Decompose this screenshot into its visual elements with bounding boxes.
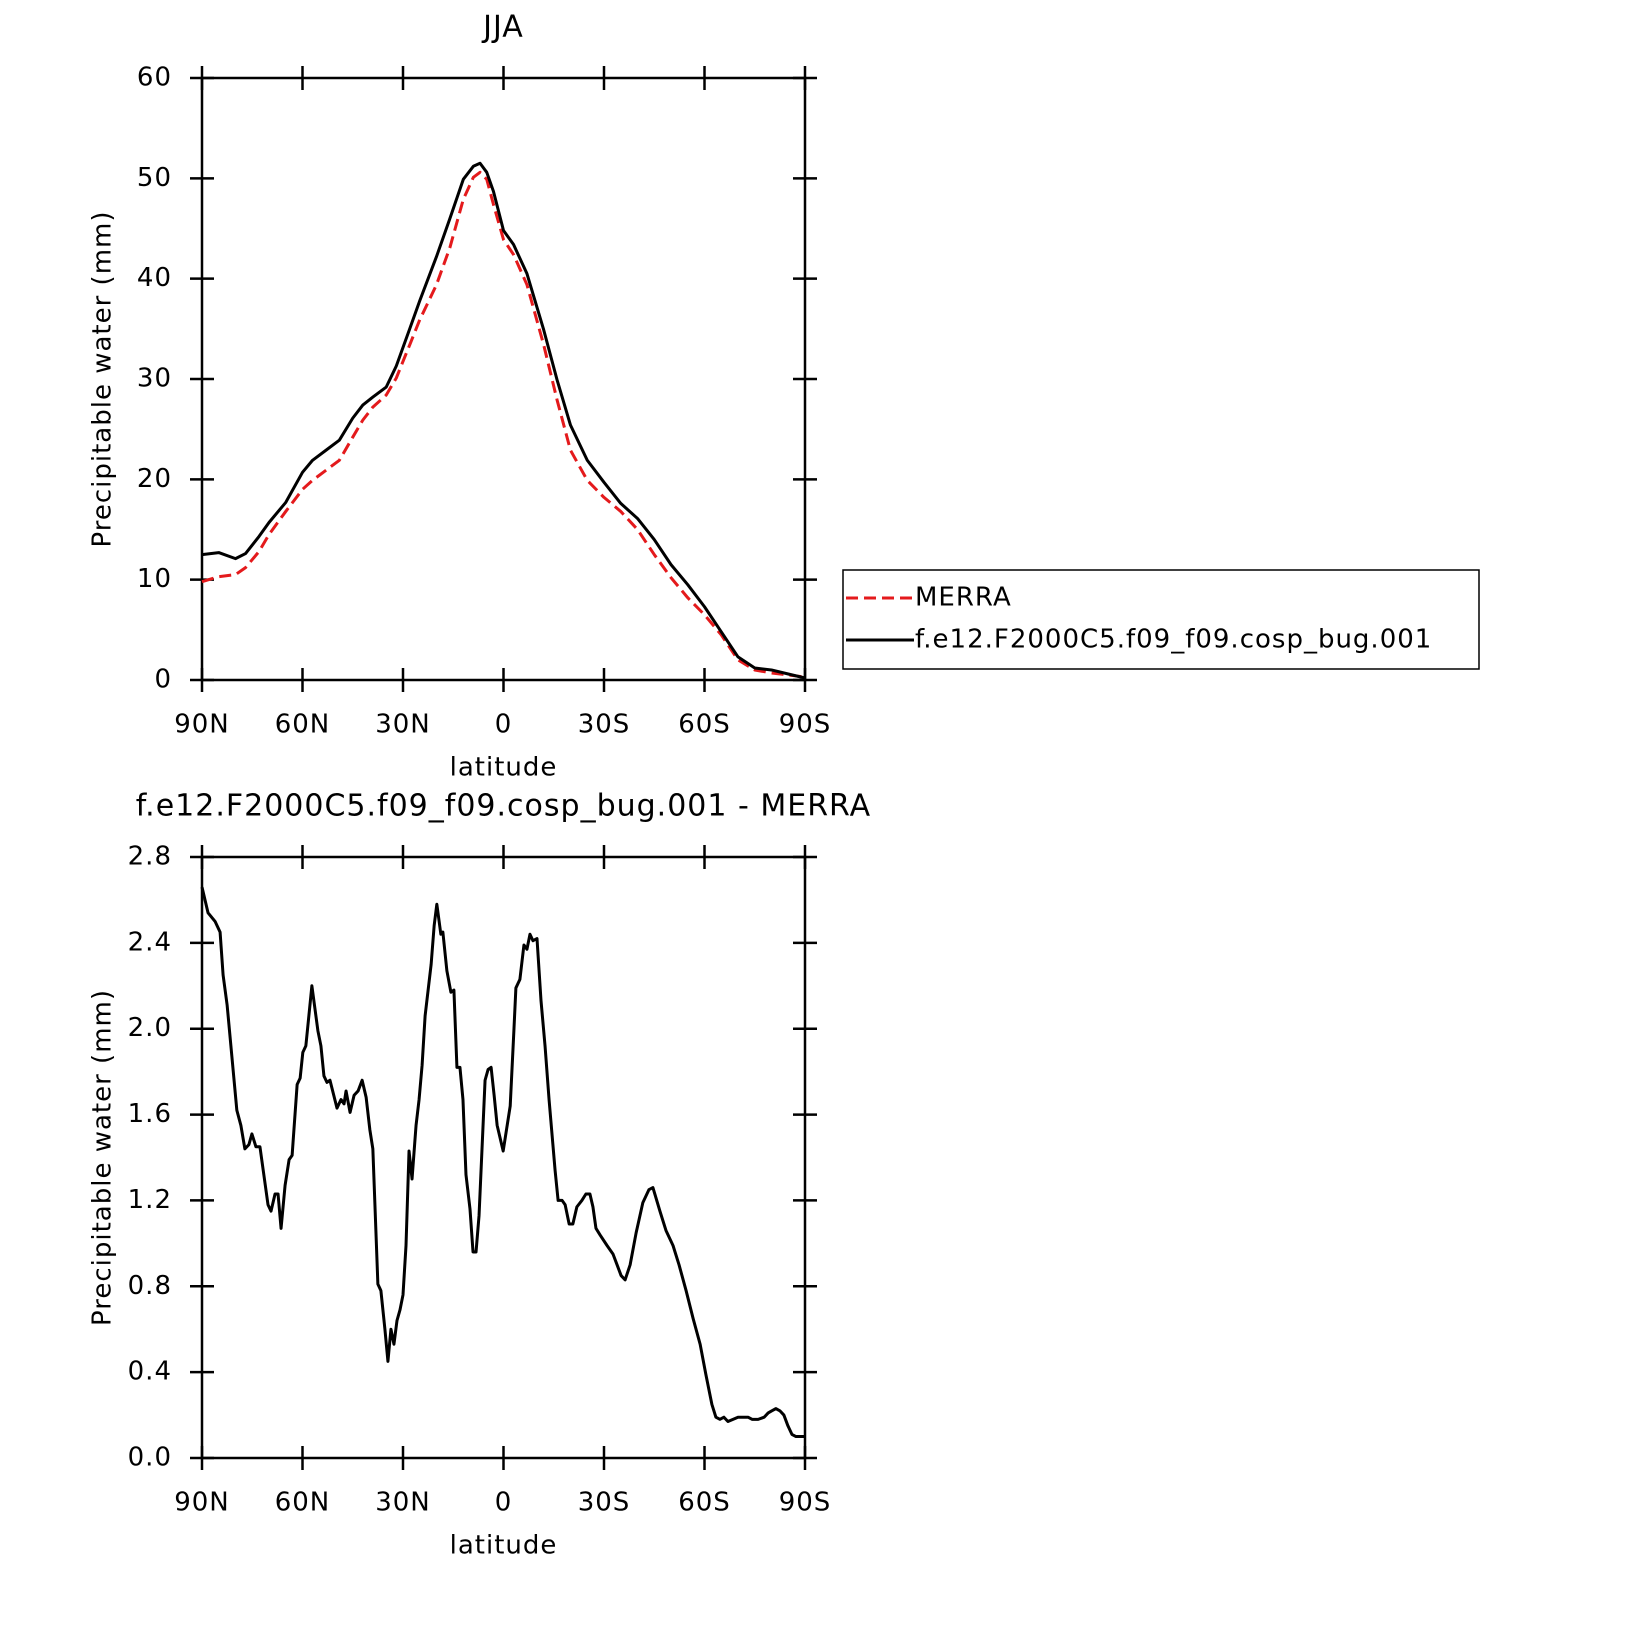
x-axis-label: latitude: [450, 753, 558, 783]
legend-label: MERRA: [915, 583, 1012, 613]
y-tick-label: 2.8: [128, 842, 172, 872]
x-tick-label: 30S: [578, 1488, 631, 1518]
y-axis-label: Precipitable water (mm): [88, 989, 118, 1326]
legend-box: [842, 569, 1480, 670]
x-axis-label: latitude: [450, 1531, 558, 1561]
y-tick-label: 0.0: [128, 1443, 172, 1473]
plot-frame: [200, 76, 807, 682]
x-tick-label: 30N: [375, 710, 431, 740]
x-tick-label: 30N: [375, 1488, 431, 1518]
y-tick-label: 50: [137, 163, 172, 193]
x-tick-label: 90N: [174, 1488, 230, 1518]
y-tick-label: 2.0: [128, 1013, 172, 1043]
y-tick-label: 10: [137, 564, 172, 594]
y-tick-label: 1.6: [128, 1099, 172, 1129]
x-tick-label: 0: [495, 710, 513, 740]
x-tick-label: 30S: [578, 710, 631, 740]
data-line: [201, 161, 806, 680]
x-tick-label: 90S: [779, 710, 832, 740]
y-tick-label: 0.4: [128, 1357, 172, 1387]
y-tick-label: 30: [137, 364, 172, 394]
y-tick-label: 0: [154, 665, 172, 695]
x-tick-label: 0: [495, 1488, 513, 1518]
data-line: [200, 886, 805, 1439]
y-tick-label: 20: [137, 464, 172, 494]
x-tick-label: 60N: [275, 710, 331, 740]
y-tick-label: 1.2: [128, 1185, 172, 1215]
x-tick-label: 90N: [174, 710, 230, 740]
x-tick-label: 60N: [275, 1488, 331, 1518]
x-tick-label: 60S: [678, 1488, 731, 1518]
x-tick-label: 90S: [779, 1488, 832, 1518]
chart-title: JJA: [481, 10, 524, 45]
chart-title: f.e12.F2000C5.f09_f09.cosp_bug.001 - MER…: [136, 789, 871, 824]
y-tick-label: 2.4: [128, 927, 172, 957]
y-tick-label: 40: [137, 263, 172, 293]
y-axis-label: Precipitable water (mm): [88, 211, 118, 548]
legend-label: f.e12.F2000C5.f09_f09.cosp_bug.001: [915, 625, 1432, 655]
data-line: [201, 170, 806, 679]
y-tick-label: 0.8: [128, 1271, 172, 1301]
y-tick-label: 60: [137, 63, 172, 93]
x-tick-label: 60S: [678, 710, 731, 740]
plot-frame: [200, 855, 807, 1460]
